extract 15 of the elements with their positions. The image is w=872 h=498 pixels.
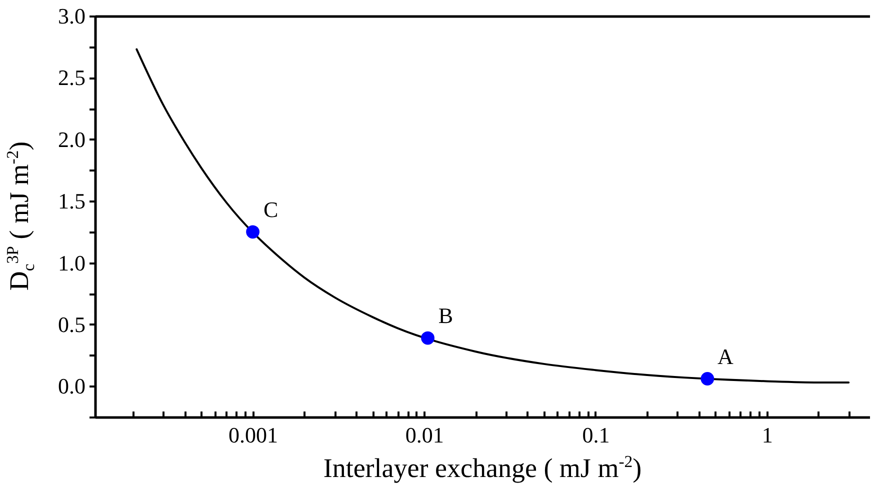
y-tick-label: 2.0 [58, 126, 86, 152]
annotation: B [438, 303, 454, 328]
x-tick-label: 1 [762, 422, 773, 448]
x-axis-title: Interlayer exchange ( mJ m$^{-2}$) [322, 452, 643, 484]
y-tick-label: 1.0 [58, 250, 86, 276]
x-tick-label: 0.001 [228, 422, 278, 448]
annotation: A [717, 344, 734, 369]
y-tick-label: 3.0 [58, 4, 86, 28]
y-tick-label: 0.0 [58, 374, 86, 399]
y-tick-label: 2.5 [58, 65, 86, 90]
annotation: C [263, 196, 278, 222]
x-tick-label: 0.1 [582, 422, 610, 448]
x-tick-label: 0.01 [405, 422, 444, 448]
y-tick-label: 0.5 [58, 312, 86, 337]
y-tick-label: 1.5 [58, 188, 86, 214]
